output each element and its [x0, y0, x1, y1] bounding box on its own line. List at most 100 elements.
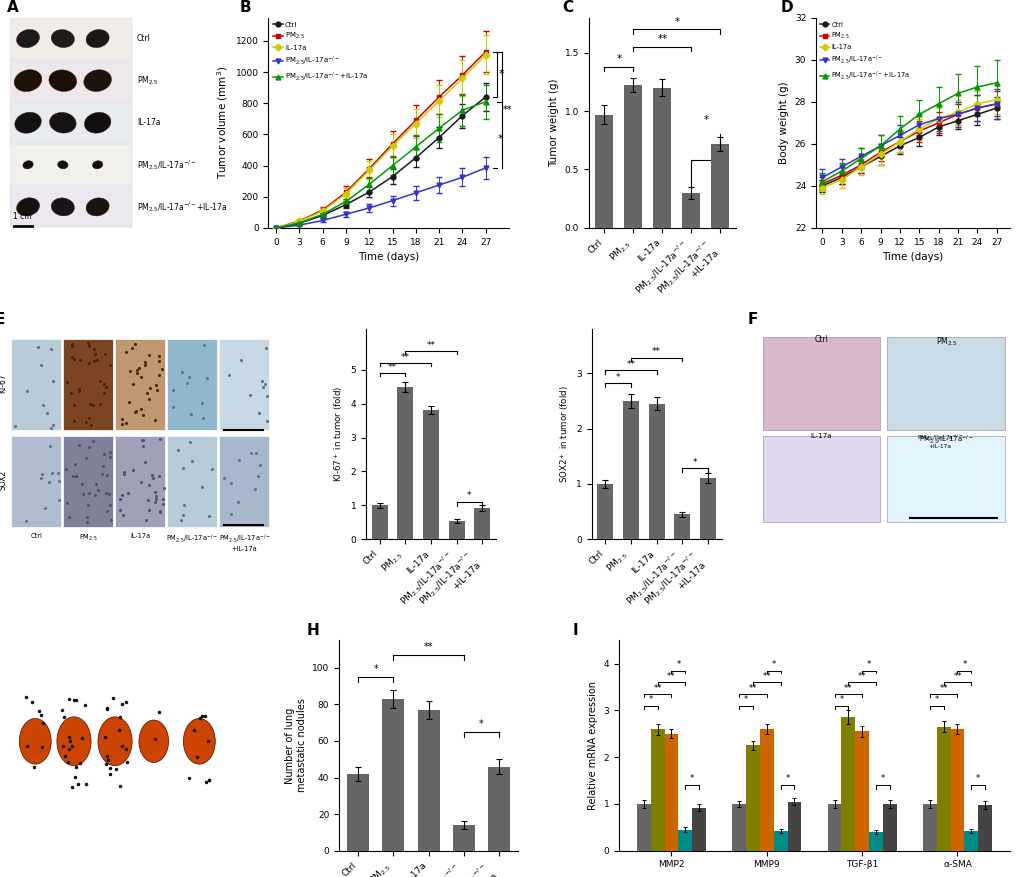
Text: *: *	[498, 69, 504, 80]
Bar	[653, 88, 671, 228]
Text: PM$_{2.5}$/IL-17a$^{-/-}$
+IL-17a: PM$_{2.5}$/IL-17a$^{-/-}$ +IL-17a	[916, 433, 962, 449]
Text: SOX2: SOX2	[0, 470, 7, 490]
Text: **: **	[388, 363, 396, 372]
Text: **: **	[502, 105, 513, 115]
Text: PM$_{2.5}$: PM$_{2.5}$	[65, 830, 83, 838]
Ellipse shape	[22, 160, 34, 169]
Ellipse shape	[86, 198, 109, 216]
Text: IL-17a: IL-17a	[810, 433, 832, 439]
Legend: Ctrl, PM$_{2.5}$, IL-17a, PM$_{2.5}$/IL-17a$^{-/-}$, PM$_{2.5}$/IL-17a$^{-/-}$+I: Ctrl, PM$_{2.5}$, IL-17a, PM$_{2.5}$/IL-…	[816, 19, 912, 85]
Text: *: *	[933, 695, 937, 704]
Ellipse shape	[15, 112, 41, 133]
Ellipse shape	[57, 717, 91, 766]
Text: PM$_{2.5}$: PM$_{2.5}$	[137, 75, 158, 87]
Bar	[787, 802, 801, 851]
Ellipse shape	[98, 717, 132, 766]
Text: **: **	[651, 347, 660, 356]
Bar	[648, 403, 664, 539]
Bar	[854, 731, 868, 851]
Ellipse shape	[49, 70, 76, 91]
Text: *: *	[770, 660, 775, 669]
Text: E: E	[0, 312, 5, 327]
Text: B: B	[239, 0, 251, 16]
Bar	[624, 85, 642, 228]
X-axis label: Time (days): Time (days)	[358, 253, 419, 262]
Ellipse shape	[14, 69, 42, 91]
Text: G: G	[12, 645, 24, 660]
Y-axis label: KI-67$^+$ in tumor (fold): KI-67$^+$ in tumor (fold)	[332, 386, 344, 482]
Ellipse shape	[16, 30, 40, 47]
Bar	[372, 505, 387, 539]
Bar	[922, 804, 935, 851]
Text: H: H	[307, 624, 319, 638]
Bar	[595, 115, 612, 228]
Bar	[935, 727, 950, 851]
Text: IL-17a: IL-17a	[130, 533, 151, 539]
Text: *: *	[692, 458, 697, 467]
Text: PM$_{2.5}$/IL-17a$^{-/-}$: PM$_{2.5}$/IL-17a$^{-/-}$	[130, 830, 176, 840]
Text: *: *	[676, 660, 680, 669]
Text: *: *	[961, 660, 966, 669]
Legend: Ctrl, PM$_{2.5}$, IL-17a, PM$_{2.5}$/IL-17a$^{-/-}$, PM$_{2.5}$/IL-17a$^{-/-}$+I: Ctrl, PM$_{2.5}$, IL-17a, PM$_{2.5}$/IL-…	[270, 19, 371, 86]
Bar	[597, 484, 612, 539]
Text: C: C	[561, 0, 573, 16]
Bar	[745, 745, 759, 851]
Text: **: **	[748, 684, 756, 693]
Bar	[841, 717, 854, 851]
Text: PM$_{2.5}$: PM$_{2.5}$	[934, 335, 956, 348]
Text: *: *	[615, 373, 620, 381]
Text: *: *	[497, 134, 502, 145]
Bar	[692, 808, 705, 851]
Text: **: **	[424, 642, 433, 652]
Text: PM$_{2.5}$: PM$_{2.5}$	[78, 533, 98, 543]
Ellipse shape	[85, 112, 111, 133]
Bar	[664, 734, 678, 851]
Bar	[452, 825, 474, 851]
Text: *: *	[743, 695, 748, 704]
Text: I: I	[572, 624, 578, 638]
Text: 1 cm: 1 cm	[13, 211, 32, 221]
Ellipse shape	[84, 70, 111, 91]
Ellipse shape	[19, 718, 51, 764]
Text: F: F	[747, 312, 757, 327]
FancyBboxPatch shape	[10, 61, 131, 101]
Text: IL-17a: IL-17a	[137, 118, 160, 127]
Bar	[826, 804, 841, 851]
Text: **: **	[400, 353, 410, 362]
Text: *: *	[879, 774, 884, 783]
Bar	[710, 144, 729, 228]
Bar	[678, 830, 692, 851]
Text: *: *	[467, 491, 471, 501]
Ellipse shape	[51, 30, 74, 47]
Ellipse shape	[50, 112, 76, 133]
Bar	[773, 831, 787, 851]
Bar	[346, 774, 369, 851]
Y-axis label: Tumor volume (mm$^3$): Tumor volume (mm$^3$)	[215, 66, 230, 179]
Bar	[397, 387, 413, 539]
Bar	[950, 729, 963, 851]
Y-axis label: Body weight (g): Body weight (g)	[779, 82, 789, 164]
FancyBboxPatch shape	[10, 103, 131, 143]
Text: **: **	[653, 684, 661, 693]
Bar	[699, 479, 715, 539]
Text: PM$_{2.5}$/IL-17a$^{-/-}$: PM$_{2.5}$/IL-17a$^{-/-}$	[918, 433, 972, 446]
Bar	[623, 401, 638, 539]
Y-axis label: Number of lung
metastatic nodules: Number of lung metastatic nodules	[284, 699, 307, 793]
Y-axis label: Relative mRNA expression: Relative mRNA expression	[588, 681, 597, 810]
Text: **: **	[626, 360, 635, 369]
Bar	[423, 410, 438, 539]
Ellipse shape	[86, 30, 109, 47]
Text: D: D	[781, 0, 793, 16]
Text: **: **	[938, 684, 947, 693]
Bar	[382, 699, 404, 851]
Text: PM$_{2.5}$/IL-17a$^{-/-}$
+IL-17a: PM$_{2.5}$/IL-17a$^{-/-}$ +IL-17a	[176, 830, 222, 845]
Ellipse shape	[93, 160, 103, 169]
Text: **: **	[426, 341, 435, 350]
FancyBboxPatch shape	[10, 145, 131, 185]
Bar	[488, 766, 510, 851]
FancyBboxPatch shape	[10, 18, 131, 59]
Text: PM$_{2.5}$/IL-17a$^{-/-}$: PM$_{2.5}$/IL-17a$^{-/-}$	[166, 533, 218, 545]
Bar	[882, 804, 896, 851]
Text: *: *	[785, 774, 789, 783]
Text: PM$_{2.5}$/IL-17a$^{-/-}$: PM$_{2.5}$/IL-17a$^{-/-}$	[137, 158, 197, 172]
